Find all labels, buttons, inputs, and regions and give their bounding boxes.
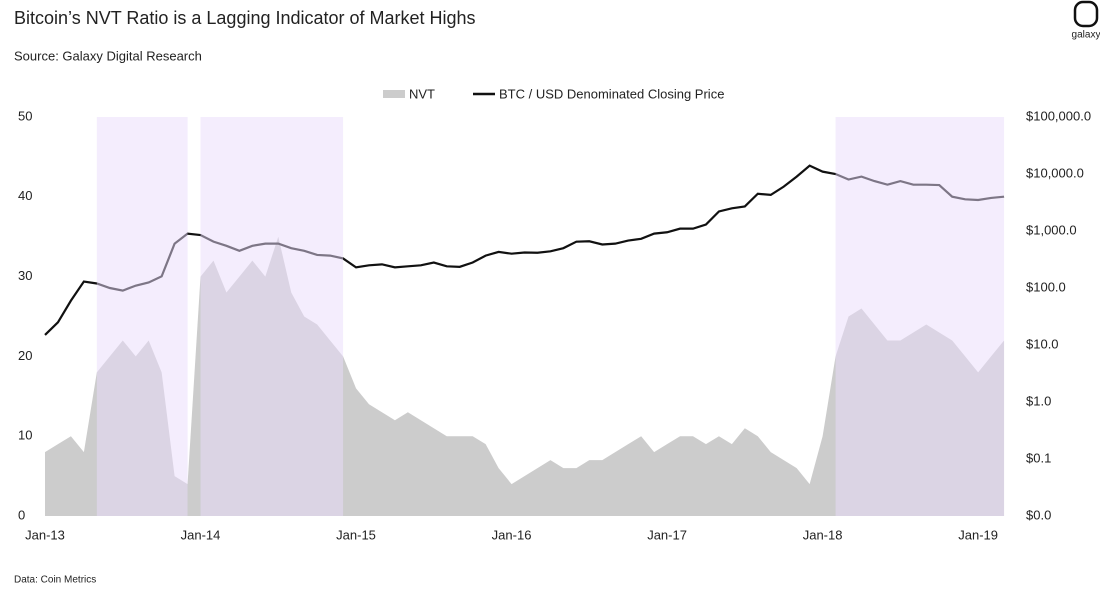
y2-tick-label: $1,000.0 — [1026, 222, 1077, 237]
y-tick-label: 10 — [18, 428, 32, 443]
highlight-period — [200, 117, 344, 516]
x-tick-label: Jan-16 — [492, 527, 532, 542]
y-tick-label: 30 — [18, 268, 32, 283]
y2-tick-label: $10.0 — [1026, 336, 1059, 351]
legend-swatch — [383, 90, 405, 98]
x-tick-label: Jan-17 — [647, 527, 687, 542]
y2-tick-label: $0.0 — [1026, 507, 1051, 522]
y-tick-label: 50 — [18, 108, 32, 123]
highlight-period — [96, 117, 188, 516]
y2-tick-label: $10,000.0 — [1026, 165, 1084, 180]
footnote: Data: Coin Metrics — [14, 575, 96, 586]
legend-label: BTC / USD Denominated Closing Price — [499, 86, 724, 101]
y2-tick-label: $100,000.0 — [1026, 108, 1091, 123]
highlight-period — [835, 117, 1005, 516]
x-tick-label: Jan-15 — [336, 527, 376, 542]
y-tick-label: 0 — [18, 507, 25, 522]
y-tick-label: 40 — [18, 188, 32, 203]
y2-tick-label: $1.0 — [1026, 393, 1051, 408]
x-tick-label: Jan-18 — [803, 527, 843, 542]
y2-tick-label: $100.0 — [1026, 279, 1066, 294]
y2-tick-label: $0.1 — [1026, 450, 1051, 465]
brand: galaxy — [1072, 30, 1100, 41]
legend-label: NVT — [409, 86, 435, 101]
y-tick-label: 20 — [18, 348, 32, 363]
logo — [1073, 0, 1099, 28]
chart-title: Bitcoin’s NVT Ratio is a Lagging Indicat… — [14, 8, 476, 28]
x-tick-label: Jan-13 — [25, 527, 65, 542]
x-tick-label: Jan-14 — [181, 527, 221, 542]
chart-subtitle: Source: Galaxy Digital Research — [14, 48, 202, 63]
x-tick-label: Jan-19 — [958, 527, 998, 542]
